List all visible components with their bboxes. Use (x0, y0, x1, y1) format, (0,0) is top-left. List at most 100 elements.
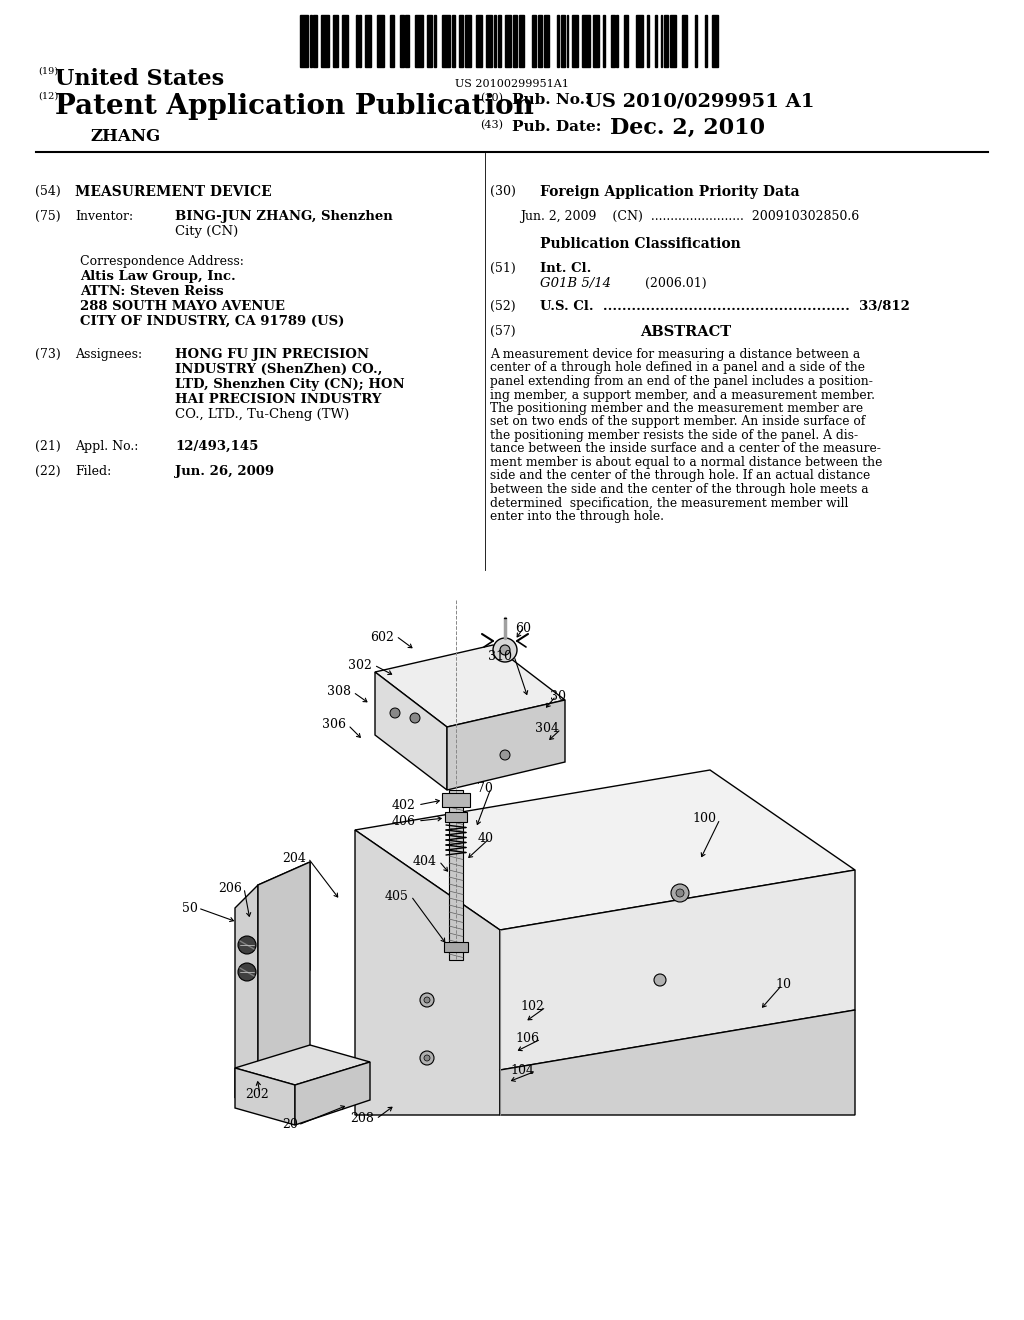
Text: (54): (54) (35, 185, 60, 198)
Text: 102: 102 (520, 1001, 544, 1012)
Bar (465, 15, 471, 67)
Bar (544, 15, 549, 67)
Bar (660, 15, 663, 67)
Bar (322, 15, 329, 67)
Text: 100: 100 (692, 812, 716, 825)
Polygon shape (447, 700, 565, 789)
Text: MEASUREMENT DEVICE: MEASUREMENT DEVICE (75, 185, 271, 199)
Bar (300, 15, 307, 67)
Bar (399, 15, 403, 67)
Text: 288 SOUTH MAYO AVENUE: 288 SOUTH MAYO AVENUE (80, 300, 285, 313)
Text: 405: 405 (385, 890, 409, 903)
Text: center of a through hole defined in a panel and a side of the: center of a through hole defined in a pa… (490, 362, 865, 375)
Text: Appl. No.:: Appl. No.: (75, 440, 138, 453)
Bar (566, 15, 568, 67)
Text: Dec. 2, 2010: Dec. 2, 2010 (610, 117, 765, 139)
Text: Int. Cl.: Int. Cl. (540, 261, 592, 275)
Bar (636, 15, 643, 67)
Text: (57): (57) (490, 325, 516, 338)
Text: Filed:: Filed: (75, 465, 112, 478)
Polygon shape (355, 830, 500, 1115)
Bar (313, 15, 317, 67)
Text: (75): (75) (35, 210, 60, 223)
Circle shape (424, 1055, 430, 1061)
Text: Correspondence Address:: Correspondence Address: (80, 255, 244, 268)
Circle shape (410, 713, 420, 723)
Bar (486, 15, 492, 67)
Text: ZHANG: ZHANG (90, 128, 160, 145)
Text: (21): (21) (35, 440, 60, 453)
Text: (30): (30) (490, 185, 516, 198)
Text: 12/493,145: 12/493,145 (175, 440, 258, 453)
Text: ing member, a support member, and a measurement member.: ing member, a support member, and a meas… (490, 388, 874, 401)
Bar (582, 15, 590, 67)
Polygon shape (234, 1068, 295, 1125)
Bar (390, 15, 394, 67)
Text: Altis Law Group, Inc.: Altis Law Group, Inc. (80, 271, 236, 282)
Bar (427, 15, 432, 67)
Text: US 2010/0299951 A1: US 2010/0299951 A1 (585, 92, 814, 111)
Text: the positioning member resists the side of the panel. A dis-: the positioning member resists the side … (490, 429, 858, 442)
Bar (355, 15, 357, 67)
Circle shape (390, 708, 400, 718)
Text: 202: 202 (245, 1088, 268, 1101)
Text: Jun. 26, 2009: Jun. 26, 2009 (175, 465, 274, 478)
Bar (333, 15, 338, 67)
Text: ATTN: Steven Reiss: ATTN: Steven Reiss (80, 285, 223, 298)
Bar (670, 15, 676, 67)
Text: 304: 304 (535, 722, 559, 735)
Polygon shape (295, 1063, 370, 1125)
Bar (557, 15, 559, 67)
Circle shape (420, 1051, 434, 1065)
Polygon shape (234, 1045, 370, 1085)
Circle shape (500, 645, 510, 655)
Text: HONG FU JIN PRECISION: HONG FU JIN PRECISION (175, 348, 369, 360)
Text: US 20100299951A1: US 20100299951A1 (455, 79, 569, 88)
Bar (616, 15, 618, 67)
Text: BING-JUN ZHANG, Shenzhen: BING-JUN ZHANG, Shenzhen (175, 210, 393, 223)
Text: ment member is about equal to a normal distance between the: ment member is about equal to a normal d… (490, 455, 883, 469)
Polygon shape (442, 793, 470, 807)
Polygon shape (500, 870, 855, 1071)
Bar (309, 15, 311, 67)
Text: 308: 308 (327, 685, 351, 698)
Bar (494, 15, 496, 67)
Bar (434, 15, 436, 67)
Circle shape (676, 888, 684, 898)
Text: set on two ends of the support member. An inside surface of: set on two ends of the support member. A… (490, 416, 865, 429)
Circle shape (671, 884, 689, 902)
Circle shape (238, 964, 256, 981)
Polygon shape (500, 1010, 855, 1115)
Text: tance between the inside surface and a center of the measure-: tance between the inside surface and a c… (490, 442, 881, 455)
Text: Pub. Date:: Pub. Date: (512, 120, 601, 135)
Bar (705, 15, 707, 67)
Bar (610, 15, 614, 67)
Bar (538, 15, 542, 67)
Polygon shape (444, 942, 468, 952)
Text: (51): (51) (490, 261, 516, 275)
Text: Jun. 2, 2009    (CN)  ........................  200910302850.6: Jun. 2, 2009 (CN) ......................… (520, 210, 859, 223)
Text: between the side and the center of the through hole meets a: between the side and the center of the t… (490, 483, 868, 496)
Bar (647, 15, 649, 67)
Text: City (CN): City (CN) (175, 224, 239, 238)
Text: Foreign Application Priority Data: Foreign Application Priority Data (540, 185, 800, 199)
Text: 402: 402 (392, 799, 416, 812)
Circle shape (500, 750, 510, 760)
Text: The positioning member and the measurement member are: The positioning member and the measureme… (490, 403, 863, 414)
Text: A measurement device for measuring a distance between a: A measurement device for measuring a dis… (490, 348, 860, 360)
Bar (713, 15, 718, 67)
Bar (406, 15, 410, 67)
Bar (415, 15, 423, 67)
Text: Inventor:: Inventor: (75, 210, 133, 223)
Bar (459, 15, 463, 67)
Text: 30: 30 (550, 690, 566, 704)
Text: CO., LTD., Tu-Cheng (TW): CO., LTD., Tu-Cheng (TW) (175, 408, 349, 421)
Text: (10): (10) (480, 92, 503, 103)
Text: 106: 106 (515, 1032, 539, 1045)
Text: 404: 404 (413, 855, 437, 869)
Text: 310: 310 (488, 649, 512, 663)
Bar (603, 15, 605, 67)
Bar (654, 15, 656, 67)
Bar (561, 15, 564, 67)
Polygon shape (375, 672, 447, 789)
